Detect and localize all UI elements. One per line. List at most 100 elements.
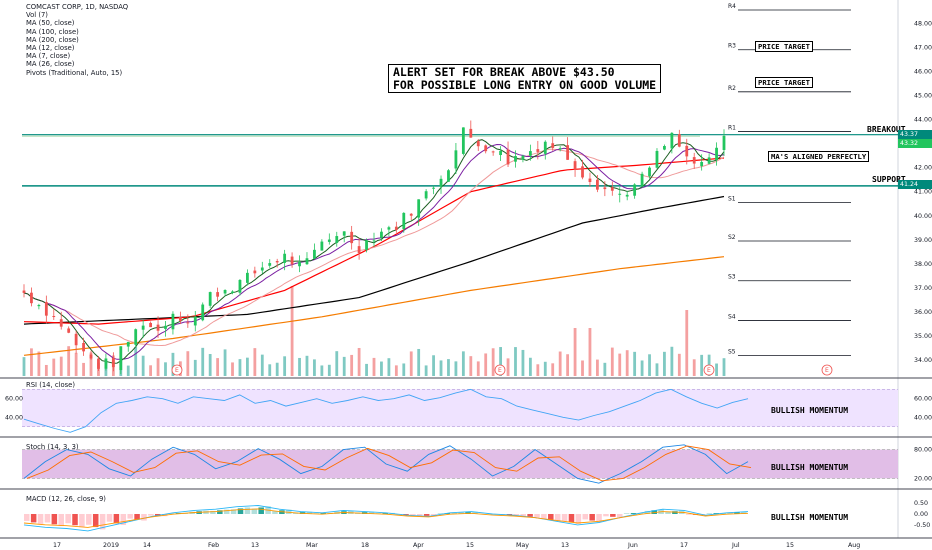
stoch-bullish-note[interactable]: BULLISH MOMENTUM xyxy=(771,463,849,472)
macd-pane-label: MACD (12, 26, close, 9) xyxy=(26,495,106,503)
volume-bar xyxy=(447,359,450,376)
macd-histogram-bar xyxy=(148,514,154,516)
pivot-label: R4 xyxy=(728,3,736,10)
volume-bar xyxy=(186,351,190,376)
volume-bar xyxy=(59,356,63,376)
pivot-label: S5 xyxy=(728,348,736,355)
candle-body xyxy=(365,240,368,250)
time-axis-label: May xyxy=(516,542,529,549)
time-axis-label: Aug xyxy=(848,542,860,549)
breakout-label[interactable]: BREAKOUT xyxy=(867,125,906,134)
earnings-marker-label: E xyxy=(175,367,179,374)
volume-bar xyxy=(342,356,346,376)
price-tick-label: 46.00 xyxy=(914,68,932,75)
macd-histogram-bar xyxy=(630,513,637,514)
price-target-label-r2[interactable]: PRICE TARGET xyxy=(755,77,813,88)
volume-bar xyxy=(402,363,406,376)
volume-bar xyxy=(52,358,56,376)
macd-histogram-bar xyxy=(382,513,389,514)
volume-bar xyxy=(134,346,138,376)
candle-body xyxy=(52,316,56,318)
macd-histogram-bar xyxy=(65,514,71,524)
volume-bar xyxy=(700,354,704,376)
macd-bullish-note[interactable]: BULLISH MOMENTUM xyxy=(771,513,849,522)
rsi-tick-label-right: 40.00 xyxy=(914,414,932,421)
volume-bar xyxy=(327,364,331,376)
candle-body xyxy=(648,167,651,177)
candle-body xyxy=(208,292,212,306)
candle-body xyxy=(610,187,614,191)
price-tick-label: 34.00 xyxy=(914,357,932,364)
price-tick-label: 47.00 xyxy=(914,44,932,51)
candle-body xyxy=(149,322,152,328)
macd-histogram-bar xyxy=(561,514,568,521)
candle-body xyxy=(186,322,190,324)
macd-histogram-bar xyxy=(575,514,582,524)
macd-histogram-bar xyxy=(58,514,64,527)
volume-bar xyxy=(685,310,689,376)
price-tick-label: 48.00 xyxy=(914,20,932,27)
rsi-bullish-note[interactable]: BULLISH MOMENTUM xyxy=(771,406,849,415)
candle-body xyxy=(313,249,316,259)
support-label[interactable]: SUPPORT xyxy=(872,175,906,184)
breakout-price-tag: 43.37 xyxy=(898,130,932,139)
macd-histogram-bar xyxy=(72,514,78,526)
candle-body xyxy=(22,290,26,293)
candle-body xyxy=(97,358,100,369)
candle-body xyxy=(439,178,443,187)
volume-bar xyxy=(82,362,85,376)
candle-body xyxy=(253,270,257,274)
candle-body xyxy=(193,316,197,326)
candle-body xyxy=(126,341,130,347)
macd-histogram-bar xyxy=(168,513,175,514)
macd-histogram-bar xyxy=(141,514,147,521)
macd-histogram-bar xyxy=(513,514,520,516)
macd-tick-label: -0.50 xyxy=(914,522,930,529)
stoch-pane-label: Stoch (14, 3, 3) xyxy=(26,443,79,451)
volume-bar xyxy=(640,360,644,376)
earnings-marker-label: E xyxy=(825,367,829,374)
earnings-marker xyxy=(494,364,506,376)
candle-body xyxy=(596,179,599,190)
price-target-label-r3[interactable]: PRICE TARGET xyxy=(755,41,813,52)
volume-bar xyxy=(290,286,294,376)
candle-body xyxy=(380,231,383,238)
candle-body xyxy=(350,231,354,244)
volume-bar xyxy=(283,356,287,376)
macd-histogram-bar xyxy=(734,512,740,514)
pivot-label: S2 xyxy=(728,234,736,241)
candle-body xyxy=(670,132,674,149)
volume-bar xyxy=(216,358,220,376)
earnings-marker xyxy=(703,364,715,376)
time-axis-label: 15 xyxy=(786,542,794,549)
volume-bar xyxy=(588,328,592,376)
macd-histogram-bar xyxy=(30,514,37,523)
volume-bar xyxy=(663,351,666,376)
candle-body xyxy=(327,239,331,242)
support-price-tag: 41.24 xyxy=(898,180,932,189)
macd-histogram-bar xyxy=(92,514,99,528)
volume-bar xyxy=(417,348,421,376)
macd-histogram-bar xyxy=(99,514,106,530)
macd-histogram-bar xyxy=(451,512,458,514)
volume-bar xyxy=(335,351,339,376)
alert-annotation[interactable]: ALERT SET FOR BREAK ABOVE $43.50 FOR POS… xyxy=(388,64,662,93)
volume-bar xyxy=(67,346,71,376)
candle-body xyxy=(37,305,41,307)
pivot-label: S1 xyxy=(728,196,736,203)
stoch-tick-label: 20.00 xyxy=(914,475,932,482)
price-tick-label: 37.00 xyxy=(914,285,932,292)
macd-histogram-bar xyxy=(272,510,278,514)
candle-body xyxy=(461,127,465,154)
ma-aligned-label[interactable]: MA'S ALIGNED PERFECTLY xyxy=(768,151,870,162)
volume-bar xyxy=(521,349,525,376)
candle-body xyxy=(290,256,294,265)
time-axis-label: Jun xyxy=(627,542,638,549)
candle-body xyxy=(275,261,279,263)
price-tick-label: 41.00 xyxy=(914,189,932,196)
volume-bar xyxy=(648,354,651,376)
macd-histogram-bar xyxy=(106,514,113,522)
rsi-band xyxy=(22,389,898,427)
volume-bar xyxy=(44,364,48,376)
macd-histogram-bar xyxy=(251,508,258,514)
